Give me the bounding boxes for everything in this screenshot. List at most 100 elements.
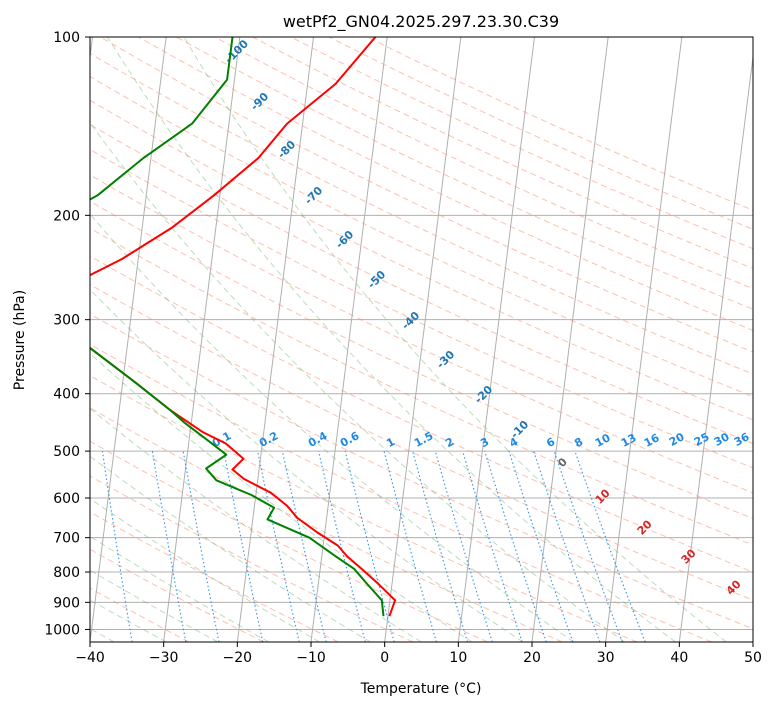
y-axis: 1000 900 800 700 600 500 400 300 200 100 [44, 30, 90, 638]
mixing-ratio-label: 30 [712, 430, 732, 449]
moist-adiabat [90, 288, 524, 642]
dry-adiabat [90, 283, 753, 601]
y-tick-label: 900 [53, 595, 80, 611]
x-tick-label: −30 [149, 650, 179, 666]
mixing-ratio-line [101, 451, 133, 642]
mixing-ratio-label: 6 [544, 435, 557, 450]
dry-adiabat-label: -40 [399, 309, 422, 332]
mixing-ratio-label: 1 [384, 435, 397, 450]
mixing-ratio-line [318, 450, 366, 642]
series-temperature-line [90, 37, 397, 617]
mixing-ratio-line [484, 450, 547, 642]
mixing-ratio-line [344, 450, 395, 642]
dry-adiabat-label: -20 [472, 383, 495, 406]
moist-adiabat [90, 352, 473, 642]
x-tick-label: 10 [449, 650, 467, 666]
mixing-ratio-lines [101, 450, 646, 642]
moist-adiabat-label: 10 [593, 486, 613, 506]
mixing-ratio-line [508, 450, 574, 642]
y-tick-label: 800 [53, 565, 80, 581]
moist-adiabat-label: 20 [635, 517, 655, 537]
dry-adiabat-label: -70 [302, 184, 325, 207]
moist-adiabat [106, 37, 676, 642]
y-tick-label: 1000 [44, 622, 80, 638]
moist-adiabats [90, 37, 727, 642]
moist-adiabat [90, 407, 422, 642]
mixing-ratio-label: 8 [572, 435, 585, 450]
mixing-ratio-label: 10 [593, 431, 613, 450]
dry-adiabat-label: -30 [434, 348, 457, 371]
mixing-ratio-label: 2 [443, 435, 456, 450]
isotherm-line [310, 37, 388, 642]
dry-adiabat-label: -80 [275, 138, 298, 161]
moist-adiabat [90, 455, 371, 642]
moist-adiabat [90, 121, 625, 642]
isotherm-line [752, 637, 753, 642]
isotherm-line [531, 37, 609, 642]
dry-adiabats [90, 37, 753, 642]
mixing-ratio-label: 0.2 [257, 429, 280, 450]
dry-adiabat [90, 313, 753, 630]
y-axis-label: Pressure (hPa) [12, 290, 28, 390]
mixing-ratio-label: 36 [732, 430, 752, 449]
mixing-ratio-line [533, 450, 601, 642]
plot-frame [89, 36, 754, 643]
y-tick-label: 200 [53, 208, 80, 224]
mixing-ratio-line [553, 450, 623, 642]
x-tick-label: 20 [523, 650, 541, 666]
dry-adiabat [90, 440, 488, 642]
x-axis-label: Temperature (°C) [360, 681, 482, 697]
y-tick-label: 700 [53, 531, 80, 547]
series-dewpoint-line [90, 37, 385, 617]
dry-adiabat [90, 548, 264, 642]
isotherm-line [236, 37, 315, 642]
dry-adiabat [90, 374, 638, 642]
y-tick-label: 500 [53, 444, 80, 460]
moist-adiabat-label: 30 [679, 546, 699, 566]
mixing-ratio-label: 25 [692, 430, 712, 449]
dry-adiabat [90, 407, 563, 642]
dry-adiabat [90, 52, 753, 375]
mixing-ratio-line [462, 450, 523, 642]
dry-adiabat-label: -50 [365, 268, 388, 291]
mixing-ratio-line [223, 450, 264, 642]
dry-adiabat [90, 124, 753, 445]
moist-adiabat-label: 40 [724, 577, 744, 597]
isotherm-lines [90, 37, 753, 642]
x-tick-label: 50 [744, 650, 762, 666]
profile-series [90, 37, 397, 617]
isotherm-line [90, 37, 167, 642]
isotherm-line [384, 37, 462, 642]
mixing-ratio-label: 0.4 [306, 429, 330, 450]
dry-adiabat [90, 174, 753, 494]
isotherm-line [678, 52, 753, 642]
y-tick-label: 100 [53, 30, 80, 46]
mixing-ratio-line [574, 450, 646, 642]
dry-adiabat-label: -90 [248, 90, 271, 113]
dry-adiabat [366, 37, 753, 211]
mixing-ratio-line [383, 450, 437, 642]
moist-adiabat [90, 498, 320, 642]
dry-adiabat [138, 37, 753, 331]
dry-adiabat [176, 37, 753, 310]
isotherm-line [163, 37, 241, 642]
moist-adiabat [90, 213, 575, 642]
dry-adiabat [90, 255, 753, 573]
mixing-ratio-line [182, 451, 220, 642]
y-tick-label: 600 [53, 491, 80, 507]
isotherm-line [457, 37, 536, 642]
moist-adiabat [183, 37, 727, 642]
x-tick-label: −20 [223, 650, 253, 666]
x-tick-label: 30 [597, 650, 615, 666]
mixing-ratio-label: 16 [642, 431, 662, 450]
mixing-ratio-line [412, 450, 469, 642]
dry-adiabat [90, 511, 339, 642]
y-tick-label: 300 [53, 313, 80, 329]
chart-title: wetPf2_GN04.2025.297.23.30.C39 [283, 12, 559, 32]
plot-area: -100-90-80-70-60-50-40-30-20-100.1 0.2 0.4… [90, 37, 753, 642]
mixing-ratio-label: 13 [619, 431, 639, 450]
moist-adiabat [90, 535, 269, 642]
dry-adiabat [90, 343, 712, 642]
x-tick-label: −40 [75, 650, 105, 666]
